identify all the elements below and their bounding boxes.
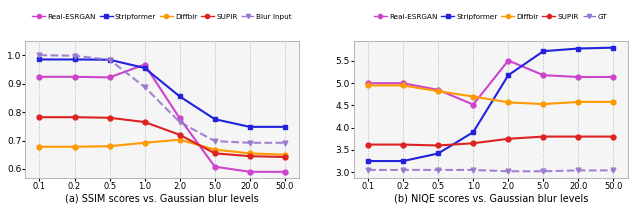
Legend: Real-ESRGAN, Stripformer, Diffbir, SUPIR, GT: Real-ESRGAN, Stripformer, Diffbir, SUPIR… <box>371 11 611 23</box>
X-axis label: (a) SSIM scores vs. Gaussian blur levels: (a) SSIM scores vs. Gaussian blur levels <box>65 194 259 203</box>
Legend: Real-ESRGAN, Stripformer, Diffbir, SUPIR, Blur Input: Real-ESRGAN, Stripformer, Diffbir, SUPIR… <box>29 11 295 23</box>
X-axis label: (b) NIQE scores vs. Gaussian blur levels: (b) NIQE scores vs. Gaussian blur levels <box>394 194 588 203</box>
